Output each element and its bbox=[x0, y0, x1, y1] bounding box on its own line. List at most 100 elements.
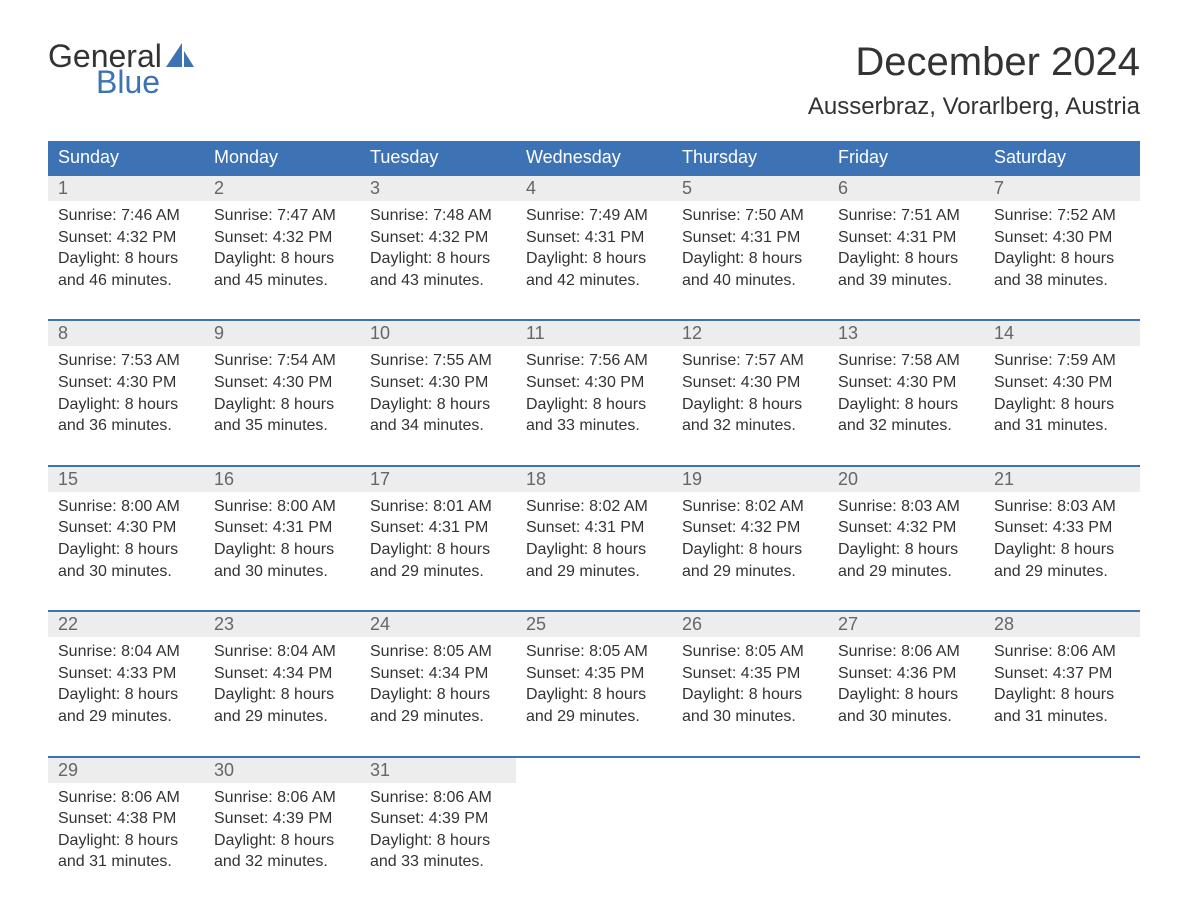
day-cell: Sunrise: 7:49 AMSunset: 4:31 PMDaylight:… bbox=[516, 201, 672, 320]
sunset-text: Sunset: 4:35 PM bbox=[526, 663, 662, 685]
day-cell: Sunrise: 7:59 AMSunset: 4:30 PMDaylight:… bbox=[984, 346, 1140, 465]
daylight-line1: Daylight: 8 hours bbox=[370, 830, 506, 852]
day-number bbox=[984, 757, 1140, 783]
daynum-row: 891011121314 bbox=[48, 320, 1140, 346]
sunrise-text: Sunrise: 7:47 AM bbox=[214, 205, 350, 227]
day-number: 29 bbox=[48, 757, 204, 783]
day-number: 19 bbox=[672, 466, 828, 492]
day-cell: Sunrise: 8:00 AMSunset: 4:30 PMDaylight:… bbox=[48, 492, 204, 611]
daylight-line1: Daylight: 8 hours bbox=[214, 248, 350, 270]
daylight-line1: Daylight: 8 hours bbox=[370, 539, 506, 561]
sunrise-text: Sunrise: 8:02 AM bbox=[682, 496, 818, 518]
daylight-line2: and 32 minutes. bbox=[682, 415, 818, 437]
day-number bbox=[828, 757, 984, 783]
sunset-text: Sunset: 4:30 PM bbox=[838, 372, 974, 394]
day-number: 7 bbox=[984, 175, 1140, 201]
daylight-line1: Daylight: 8 hours bbox=[682, 684, 818, 706]
sunset-text: Sunset: 4:31 PM bbox=[682, 227, 818, 249]
day-number: 20 bbox=[828, 466, 984, 492]
day-cell: Sunrise: 8:00 AMSunset: 4:31 PMDaylight:… bbox=[204, 492, 360, 611]
day-cell bbox=[516, 783, 672, 883]
daylight-line1: Daylight: 8 hours bbox=[58, 394, 194, 416]
daylight-line1: Daylight: 8 hours bbox=[994, 248, 1130, 270]
day-cell: Sunrise: 7:48 AMSunset: 4:32 PMDaylight:… bbox=[360, 201, 516, 320]
data-row: Sunrise: 7:53 AMSunset: 4:30 PMDaylight:… bbox=[48, 346, 1140, 465]
daylight-line2: and 33 minutes. bbox=[370, 851, 506, 873]
sunset-text: Sunset: 4:30 PM bbox=[682, 372, 818, 394]
sunset-text: Sunset: 4:32 PM bbox=[370, 227, 506, 249]
sunset-text: Sunset: 4:34 PM bbox=[370, 663, 506, 685]
daylight-line1: Daylight: 8 hours bbox=[838, 684, 974, 706]
day-number: 5 bbox=[672, 175, 828, 201]
day-number: 30 bbox=[204, 757, 360, 783]
sunrise-text: Sunrise: 7:46 AM bbox=[58, 205, 194, 227]
day-number: 9 bbox=[204, 320, 360, 346]
col-tuesday: Tuesday bbox=[360, 141, 516, 175]
daylight-line2: and 36 minutes. bbox=[58, 415, 194, 437]
daylight-line2: and 30 minutes. bbox=[58, 561, 194, 583]
daylight-line2: and 29 minutes. bbox=[370, 561, 506, 583]
day-cell: Sunrise: 7:54 AMSunset: 4:30 PMDaylight:… bbox=[204, 346, 360, 465]
day-cell: Sunrise: 8:03 AMSunset: 4:32 PMDaylight:… bbox=[828, 492, 984, 611]
daylight-line1: Daylight: 8 hours bbox=[526, 684, 662, 706]
day-cell: Sunrise: 8:05 AMSunset: 4:35 PMDaylight:… bbox=[516, 637, 672, 756]
calendar-table: Sunday Monday Tuesday Wednesday Thursday… bbox=[48, 141, 1140, 883]
daylight-line2: and 38 minutes. bbox=[994, 270, 1130, 292]
day-cell: Sunrise: 7:55 AMSunset: 4:30 PMDaylight:… bbox=[360, 346, 516, 465]
sunrise-text: Sunrise: 7:51 AM bbox=[838, 205, 974, 227]
brand-word2: Blue bbox=[96, 66, 194, 98]
sunset-text: Sunset: 4:31 PM bbox=[214, 517, 350, 539]
sunrise-text: Sunrise: 8:04 AM bbox=[58, 641, 194, 663]
sunset-text: Sunset: 4:34 PM bbox=[214, 663, 350, 685]
sunset-text: Sunset: 4:35 PM bbox=[682, 663, 818, 685]
data-row: Sunrise: 8:00 AMSunset: 4:30 PMDaylight:… bbox=[48, 492, 1140, 611]
daylight-line2: and 40 minutes. bbox=[682, 270, 818, 292]
day-cell: Sunrise: 7:47 AMSunset: 4:32 PMDaylight:… bbox=[204, 201, 360, 320]
day-cell: Sunrise: 7:56 AMSunset: 4:30 PMDaylight:… bbox=[516, 346, 672, 465]
title-block: December 2024 Ausserbraz, Vorarlberg, Au… bbox=[808, 40, 1140, 121]
page-title: December 2024 bbox=[808, 40, 1140, 85]
data-row: Sunrise: 8:04 AMSunset: 4:33 PM Daylight:… bbox=[48, 637, 1140, 756]
daylight-line1: Daylight: 8 hours bbox=[214, 539, 350, 561]
day-number: 23 bbox=[204, 611, 360, 637]
day-number: 15 bbox=[48, 466, 204, 492]
day-cell bbox=[672, 783, 828, 883]
day-cell: Sunrise: 8:04 AMSunset: 4:34 PMDaylight:… bbox=[204, 637, 360, 756]
day-number: 28 bbox=[984, 611, 1140, 637]
daylight-line1: Daylight: 8 hours bbox=[370, 248, 506, 270]
sunset-text: Sunset: 4:38 PM bbox=[58, 808, 194, 830]
sunrise-text: Sunrise: 7:56 AM bbox=[526, 350, 662, 372]
sunset-text: Sunset: 4:33 PM bbox=[58, 663, 194, 685]
daynum-row: 293031 bbox=[48, 757, 1140, 783]
daynum-row: 22232425262728 bbox=[48, 611, 1140, 637]
sunrise-text: Sunrise: 8:06 AM bbox=[994, 641, 1130, 663]
sunset-text: Sunset: 4:39 PM bbox=[370, 808, 506, 830]
daylight-line2: and 29 minutes. bbox=[58, 706, 194, 728]
day-number bbox=[516, 757, 672, 783]
daylight-line2: and 30 minutes. bbox=[682, 706, 818, 728]
sunrise-text: Sunrise: 8:02 AM bbox=[526, 496, 662, 518]
daylight-line1: Daylight: 8 hours bbox=[370, 394, 506, 416]
day-cell: Sunrise: 8:05 AMSunset: 4:35 PMDaylight:… bbox=[672, 637, 828, 756]
brand-logo: General Blue bbox=[48, 40, 194, 98]
daylight-line1: Daylight: 8 hours bbox=[526, 248, 662, 270]
day-cell: Sunrise: 7:50 AMSunset: 4:31 PMDaylight:… bbox=[672, 201, 828, 320]
day-number: 21 bbox=[984, 466, 1140, 492]
day-cell: Sunrise: 7:58 AMSunset: 4:30 PMDaylight:… bbox=[828, 346, 984, 465]
day-cell: Sunrise: 8:06 AMSunset: 4:38 PMDaylight:… bbox=[48, 783, 204, 883]
daylight-line2: and 31 minutes. bbox=[58, 851, 194, 873]
sunrise-text: Sunrise: 8:06 AM bbox=[838, 641, 974, 663]
daynum-row: 1234567 bbox=[48, 175, 1140, 201]
header: General Blue December 2024 Ausserbraz, V… bbox=[48, 40, 1140, 121]
daylight-line1: Daylight: 8 hours bbox=[370, 684, 506, 706]
sunrise-text: Sunrise: 8:03 AM bbox=[838, 496, 974, 518]
sunset-text: Sunset: 4:32 PM bbox=[58, 227, 194, 249]
data-row: Sunrise: 7:46 AMSunset: 4:32 PMDaylight:… bbox=[48, 201, 1140, 320]
weekday-header-row: Sunday Monday Tuesday Wednesday Thursday… bbox=[48, 141, 1140, 175]
day-number: 13 bbox=[828, 320, 984, 346]
col-monday: Monday bbox=[204, 141, 360, 175]
sunset-text: Sunset: 4:36 PM bbox=[838, 663, 974, 685]
sunrise-text: Sunrise: 8:06 AM bbox=[58, 787, 194, 809]
day-cell: Sunrise: 8:02 AMSunset: 4:32 PMDaylight:… bbox=[672, 492, 828, 611]
col-wednesday: Wednesday bbox=[516, 141, 672, 175]
